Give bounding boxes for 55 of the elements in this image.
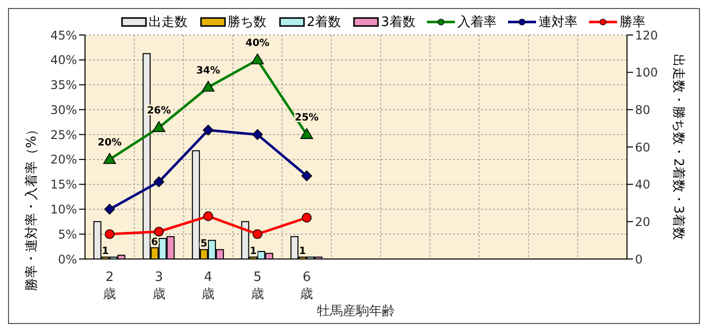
y2-tick-label: 120 [635, 28, 658, 42]
point [300, 128, 314, 139]
y2-tick-label: 0 [635, 252, 643, 266]
x-axis-title: 牡馬産駒年齢 [317, 303, 395, 319]
point [202, 80, 215, 92]
x-tick-label: 4歳 [202, 270, 215, 302]
y-tick-label: 45% [50, 28, 77, 42]
y-tick-label: 15% [50, 178, 77, 192]
point [152, 121, 166, 132]
data-label: 6 [151, 236, 158, 248]
y2-tick-label: 20 [635, 214, 650, 229]
point [202, 124, 214, 136]
x-tick-label: 6歳 [300, 270, 314, 302]
x-tick-label: 5歳 [250, 270, 264, 302]
point [251, 53, 264, 64]
y-tick-label: 25% [50, 128, 77, 142]
y2-tick-label: 80 [635, 102, 650, 117]
data-label: 1 [298, 246, 306, 258]
y2-tick-label: 40 [635, 178, 650, 192]
data-label: 20% [98, 137, 122, 148]
point [203, 211, 214, 222]
legend-label: 2着数 [306, 14, 341, 31]
point [154, 226, 164, 237]
legend-label: 3着数 [380, 14, 416, 31]
data-label: 5 [200, 238, 208, 250]
point [103, 153, 116, 164]
y-tick-label: 0% [58, 252, 77, 266]
y-tick-label: 30% [50, 102, 77, 117]
y2-tick-label: 100 [635, 66, 658, 80]
point [154, 176, 164, 188]
legend-label: 出走数 [148, 14, 188, 31]
y-tick-label: 40% [50, 53, 77, 68]
y-tick-label: 35% [50, 78, 77, 92]
legend-label: 勝ち数 [226, 14, 267, 31]
y2-axis-title: 出走数・勝ち数・2着数・3着数 [670, 54, 686, 240]
y-tick-label: 10% [50, 202, 77, 216]
point [301, 170, 312, 182]
point [252, 129, 263, 140]
y-axis-title: 勝率・連対率・入着率（%） [24, 122, 40, 292]
data-label: 1 [250, 246, 257, 258]
data-label: 40% [245, 38, 270, 49]
legend-label: 連対率 [537, 14, 578, 31]
point [104, 204, 116, 215]
legend-label: 入着率 [456, 14, 496, 31]
point [252, 229, 262, 240]
data-label: 1 [102, 246, 109, 258]
data-label: 34% [196, 65, 220, 76]
point [104, 229, 115, 240]
x-tick-label: 2歳 [103, 270, 116, 302]
point [302, 212, 312, 223]
y2-tick-label: 60 [635, 140, 650, 154]
y-tick-label: 20% [50, 152, 77, 167]
x-tick-label: 3歳 [152, 270, 166, 302]
legend-label: 勝率 [618, 14, 646, 30]
y-tick-label: 5% [58, 227, 77, 242]
